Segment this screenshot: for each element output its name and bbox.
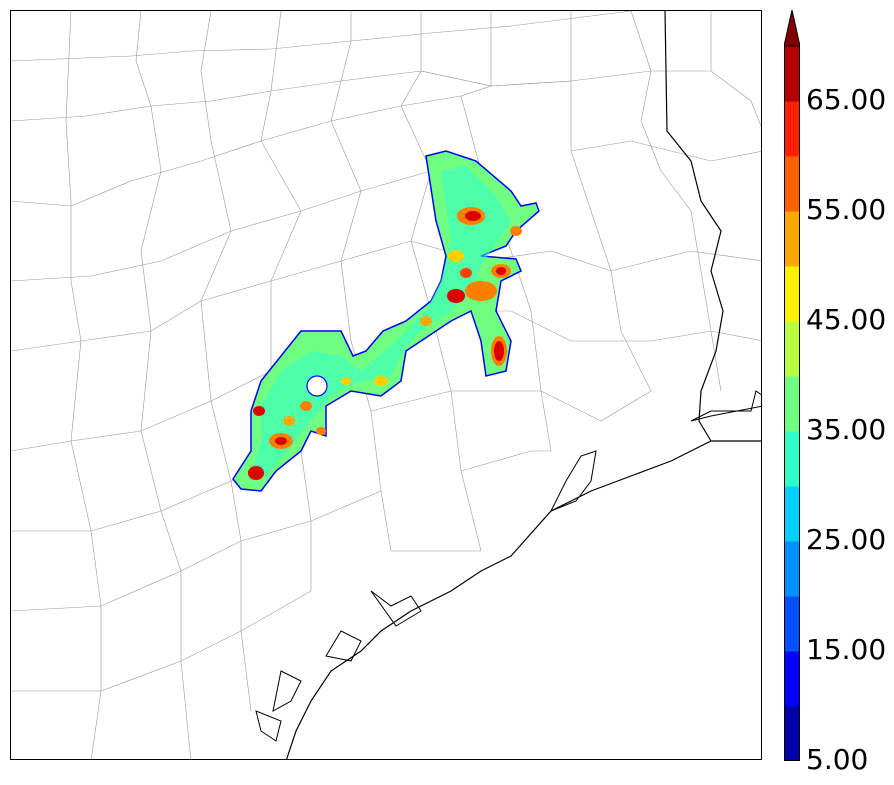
intensity-cell	[460, 268, 472, 278]
colorbar-band	[784, 266, 800, 322]
intensity-cell	[510, 226, 522, 236]
colorbar-band	[784, 211, 800, 267]
colorbar-band	[784, 431, 800, 487]
colorbar-tick-label-5: 5.00	[806, 743, 869, 776]
intensity-cells	[248, 207, 522, 480]
colorbar-tick-label-35: 35.00	[806, 413, 887, 446]
colorbar-tick-label-15: 15.00	[806, 633, 887, 666]
colorbar	[784, 10, 800, 761]
intensity-cell	[316, 427, 326, 435]
field-band-inner	[249, 166, 511, 481]
county-boundaries	[11, 11, 761, 759]
intensity-cell	[283, 416, 295, 426]
intensity-cell	[253, 406, 265, 416]
colorbar-extend-arrow	[784, 10, 800, 47]
field-hole	[306, 375, 328, 397]
colorbar-tick-label-45: 45.00	[806, 303, 887, 336]
intensity-cell	[420, 316, 432, 326]
state-boundary-line	[664, 11, 724, 442]
intensity-cell	[341, 377, 351, 385]
intensity-cell	[496, 267, 506, 275]
colorbar-band	[784, 541, 800, 597]
colorbar-band	[784, 101, 800, 157]
intensity-cell	[447, 289, 465, 303]
colorbar-frame	[784, 45, 800, 761]
intensity-cell	[465, 281, 497, 301]
sabine-lake-outline	[690, 390, 761, 422]
colorbar-band	[784, 651, 800, 707]
intensity-cell	[448, 250, 464, 262]
map-panel	[10, 10, 762, 760]
intensity-cell	[465, 211, 481, 221]
intensity-cell	[275, 437, 287, 445]
bay-outline	[255, 450, 597, 742]
intensity-cell	[300, 401, 312, 411]
colorbar-tick-label-55: 55.00	[806, 193, 887, 226]
county-map	[11, 11, 761, 759]
colorbar-band	[784, 156, 800, 212]
intensity-cell	[248, 466, 264, 480]
intensity-cell	[374, 376, 388, 386]
colorbar-band	[784, 321, 800, 377]
colorbar-band	[784, 706, 800, 761]
colorbar-tick-label-65: 65.00	[806, 83, 887, 116]
colorbar-band	[784, 376, 800, 432]
intensity-cell	[494, 341, 504, 361]
colorbar-band	[784, 46, 800, 102]
colorbar-band	[784, 486, 800, 542]
colorbar-band	[784, 596, 800, 652]
coastline	[286, 440, 761, 759]
colorbar-tick-label-25: 25.00	[806, 523, 887, 556]
